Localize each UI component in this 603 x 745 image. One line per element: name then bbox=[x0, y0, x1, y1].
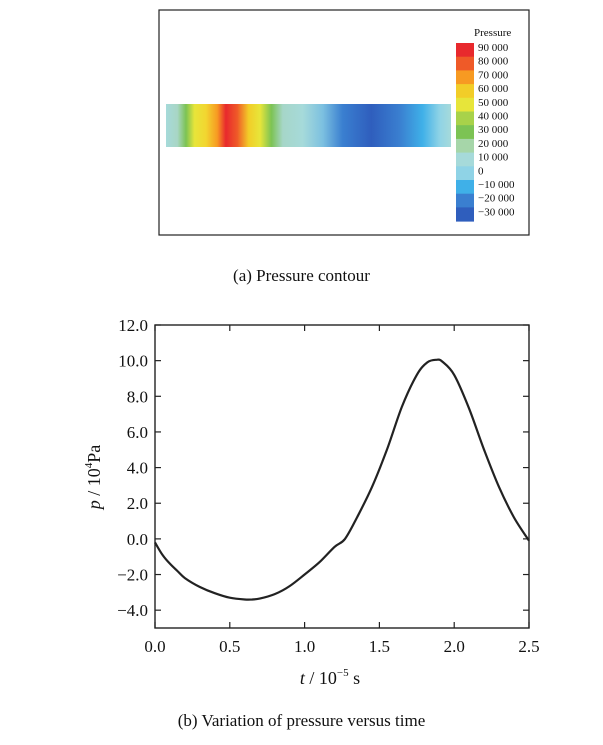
legend-label: 40 000 bbox=[478, 111, 509, 123]
plot-area bbox=[154, 324, 530, 629]
y-tick-labels: −4.0 −2.0 0.0 2.0 4.0 6.0 8.0 10.0 12.0 bbox=[117, 316, 148, 620]
legend-label: 60 000 bbox=[478, 83, 509, 95]
y-tick-label: −4.0 bbox=[117, 601, 148, 620]
y-tick-label: 0.0 bbox=[127, 530, 148, 549]
x-tick-labels: 0.0 0.5 1.0 1.5 2.0 2.5 bbox=[144, 637, 539, 656]
y-tick-label: 4.0 bbox=[127, 459, 148, 478]
legend-label: 80 000 bbox=[478, 56, 509, 68]
y-tick-label: 10.0 bbox=[118, 352, 148, 371]
pressure-contour-strip bbox=[166, 104, 451, 147]
legend-swatch bbox=[456, 152, 474, 167]
y-tick-label: 12.0 bbox=[118, 316, 148, 335]
pressure-curve bbox=[154, 358, 530, 601]
legend-swatch bbox=[456, 166, 474, 181]
y-tick-label: 2.0 bbox=[127, 494, 148, 513]
x-tick-label: 1.5 bbox=[369, 637, 390, 656]
legend-label: −20 000 bbox=[478, 193, 515, 205]
legend-swatch bbox=[456, 43, 474, 58]
x-tick-label: 0.5 bbox=[219, 637, 240, 656]
caption-a: (a) Pressure contour bbox=[233, 266, 370, 285]
legend-label: 70 000 bbox=[478, 69, 509, 81]
axis-ticks bbox=[154, 324, 530, 628]
legend-swatch bbox=[456, 193, 474, 208]
x-tick-label: 2.5 bbox=[518, 637, 539, 656]
legend-swatch bbox=[456, 70, 474, 85]
legend-swatch bbox=[456, 125, 474, 140]
legend-swatch bbox=[456, 138, 474, 154]
contour-frame bbox=[158, 9, 530, 236]
legend-swatch bbox=[456, 111, 474, 126]
legend-label: 0 bbox=[478, 165, 484, 177]
legend-label: −30 000 bbox=[478, 206, 515, 218]
legend-label: 50 000 bbox=[478, 97, 509, 109]
legend-label: −10 000 bbox=[478, 179, 515, 191]
legend-label: 20 000 bbox=[478, 138, 509, 150]
x-axis-label: t / 10−5 s bbox=[300, 667, 360, 688]
legend-swatch bbox=[456, 180, 474, 195]
legend-swatch bbox=[456, 207, 474, 222]
y-tick-label: −2.0 bbox=[117, 566, 148, 585]
legend-label: 10 000 bbox=[478, 152, 509, 164]
legend-title: Pressure bbox=[474, 27, 511, 39]
legend-swatch bbox=[456, 56, 474, 71]
caption-b: (b) Variation of pressure versus time bbox=[177, 711, 426, 730]
legend-swatch bbox=[456, 84, 474, 99]
y-tick-label: 8.0 bbox=[127, 387, 148, 406]
legend-label: 30 000 bbox=[478, 124, 509, 136]
x-tick-label: 0.0 bbox=[144, 637, 165, 656]
y-axis-label: p / 104Pa bbox=[83, 445, 104, 512]
y-tick-label: 6.0 bbox=[127, 423, 148, 442]
x-tick-label: 2.0 bbox=[444, 637, 465, 656]
legend-label: 90 000 bbox=[478, 42, 509, 54]
x-tick-label: 1.0 bbox=[294, 637, 315, 656]
legend-swatch bbox=[456, 97, 474, 112]
